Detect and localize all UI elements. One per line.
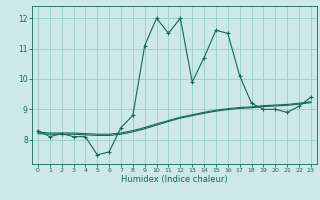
X-axis label: Humidex (Indice chaleur): Humidex (Indice chaleur) (121, 175, 228, 184)
